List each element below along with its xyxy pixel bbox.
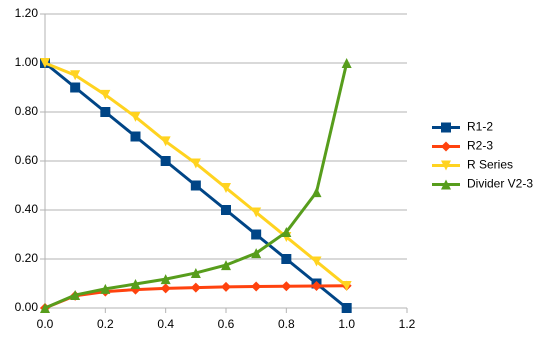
x-tick-label: 0.0 — [37, 317, 54, 331]
data-point — [100, 89, 111, 100]
y-tick-label: 0.00 — [15, 300, 39, 314]
data-point — [221, 182, 231, 193]
data-point — [341, 303, 352, 313]
data-point — [251, 207, 262, 218]
data-point — [40, 303, 50, 313]
data-point — [281, 254, 292, 264]
y-tick-label: 0.20 — [15, 251, 39, 265]
y-tick-label: 0.40 — [15, 202, 39, 216]
data-point — [160, 283, 171, 294]
data-point — [311, 280, 322, 291]
legend-label: R Series — [467, 158, 513, 172]
data-point — [70, 82, 81, 93]
legend-label: R2-3 — [467, 139, 493, 153]
data-point — [160, 156, 171, 166]
data-point — [100, 283, 111, 294]
data-point — [221, 205, 231, 215]
data-point — [40, 58, 50, 68]
data-point — [341, 58, 352, 68]
x-tick-label: 1.2 — [399, 317, 416, 331]
data-point — [251, 281, 262, 292]
data-point — [251, 248, 262, 259]
legend-marker — [441, 179, 451, 190]
data-point — [190, 267, 201, 278]
x-tick-label: 0.6 — [218, 317, 235, 331]
data-point — [221, 281, 231, 292]
data-point — [251, 229, 262, 240]
data-point — [311, 187, 322, 198]
data-point — [130, 278, 141, 289]
data-point — [190, 158, 201, 169]
data-point — [190, 180, 201, 191]
y-tick-label: 1.00 — [15, 55, 39, 69]
data-point — [100, 107, 111, 117]
x-tick-label: 0.8 — [278, 317, 295, 331]
data-point — [160, 136, 171, 147]
x-tick-label: 1.0 — [338, 317, 355, 331]
data-point — [160, 274, 171, 285]
legend-marker — [441, 141, 451, 152]
data-point — [190, 282, 201, 293]
legend-label: R1-2 — [467, 120, 493, 134]
data-point — [311, 256, 322, 267]
y-tick-label: 0.60 — [15, 153, 39, 167]
x-tick-label: 0.2 — [97, 317, 114, 331]
data-point — [130, 131, 141, 142]
legend-marker — [441, 122, 451, 133]
legend-label: Divider V2-3 — [467, 177, 533, 191]
data-point — [70, 70, 81, 81]
y-tick-label: 1.20 — [15, 6, 39, 20]
legend-marker — [441, 160, 451, 171]
data-point — [281, 281, 292, 292]
data-point — [341, 280, 352, 291]
data-point — [130, 111, 141, 122]
data-point — [70, 290, 81, 301]
y-tick-label: 0.80 — [15, 104, 39, 118]
x-tick-label: 0.4 — [157, 317, 174, 331]
series-line — [44, 61, 348, 288]
data-point — [221, 260, 231, 271]
data-point — [281, 227, 292, 238]
